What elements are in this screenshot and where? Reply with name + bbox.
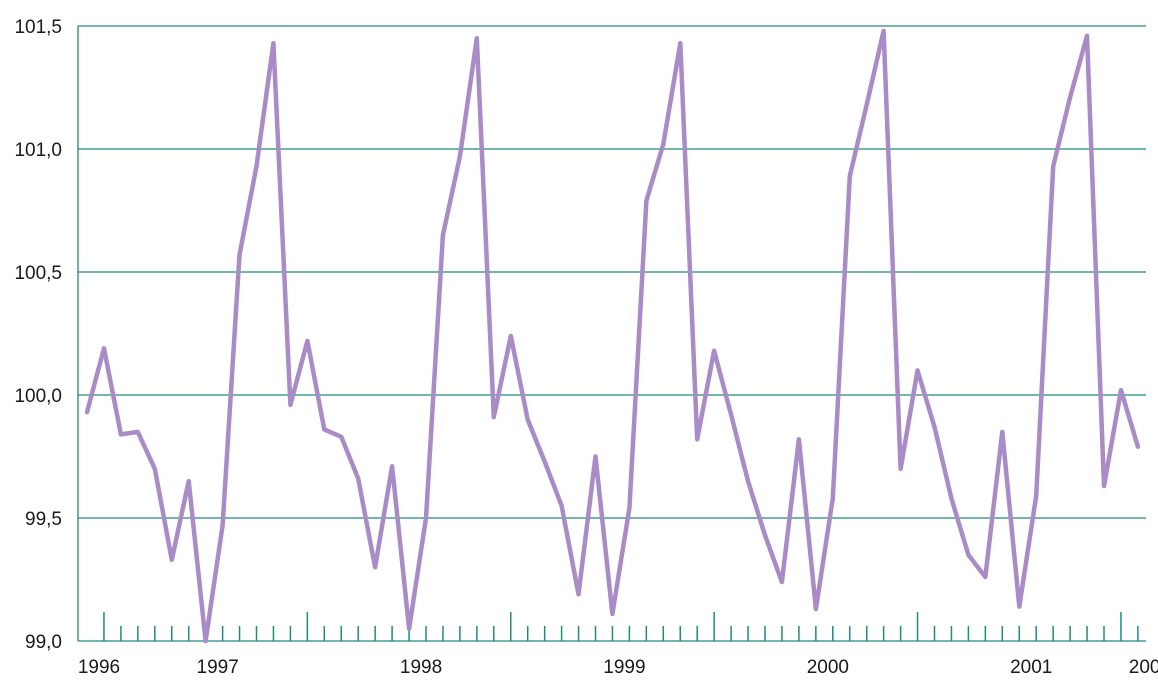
x-axis-tick-labels: 1996 1997 1998 1999 2000 2001 2002 — [78, 657, 1158, 678]
gridlines — [78, 25, 1146, 642]
y-tick-label: 101,0 — [14, 140, 62, 161]
x-axis-ticks — [103, 612, 1139, 641]
y-tick-label: 100,0 — [14, 386, 62, 407]
y-tick-label: 100,5 — [14, 263, 62, 284]
x-tick-label: 1999 — [603, 657, 645, 678]
y-tick-label: 99,5 — [25, 509, 62, 530]
y-tick-label: 101,5 — [14, 17, 62, 38]
x-tick-label: 1996 — [78, 657, 120, 678]
x-tick-label: 1997 — [197, 657, 239, 678]
y-tick-label: 99,0 — [25, 632, 62, 653]
y-axis-tick-labels: 99,0 99,5 100,0 100,5 101,0 101,5 — [14, 17, 62, 653]
series-line-0 — [84, 28, 1141, 644]
x-tick-label: 2001 — [1010, 657, 1052, 678]
x-tick-label: 2002 — [1129, 657, 1158, 678]
series-group — [84, 28, 1141, 644]
x-tick-label: 1998 — [400, 657, 442, 678]
x-tick-label: 2000 — [807, 657, 849, 678]
